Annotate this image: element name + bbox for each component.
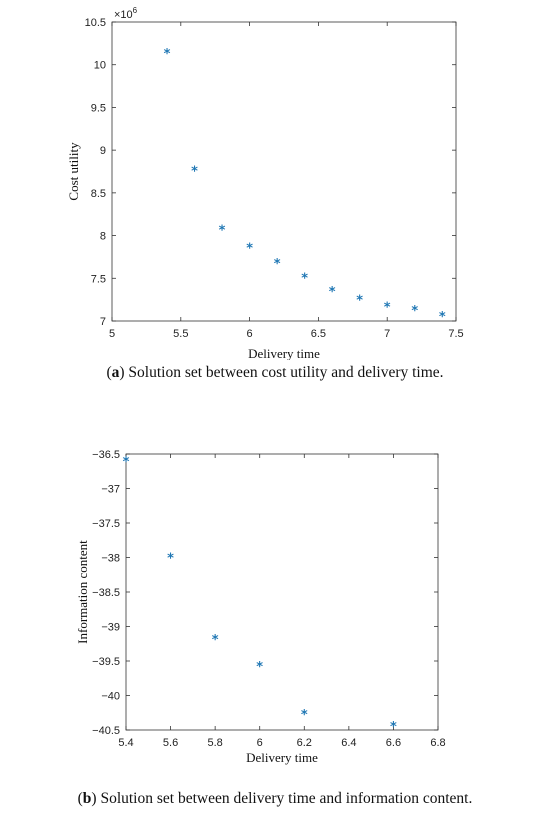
- chart-a-svg: 5 5.5 6 6.5 7 7.5 7 7.5 8 8.5 9 9.5 10 10.5 Delivery t…: [66, 6, 464, 360]
- caption-a-label: a: [111, 364, 120, 381]
- x-tick-label: 5.6: [163, 737, 178, 749]
- y-tick-label: −39.5: [92, 656, 120, 668]
- data-point: *: [167, 552, 174, 567]
- y-tick-label: −36.5: [92, 449, 120, 461]
- y-tick-label: −39: [101, 622, 120, 634]
- data-point: *: [274, 257, 281, 272]
- y-tick-label: −40.5: [92, 725, 120, 737]
- data-point: *: [164, 47, 171, 62]
- x-tick-label: 7: [384, 328, 390, 340]
- y-axis-title: Cost utility: [66, 142, 81, 201]
- data-point: *: [439, 310, 446, 325]
- data-point: *: [301, 271, 308, 286]
- y-tick-label: −37.5: [92, 518, 120, 530]
- data-point: *: [411, 304, 418, 319]
- x-tick-label: 6.5: [311, 328, 326, 340]
- caption-a-text: Solution set between cost utility and de…: [124, 364, 444, 381]
- x-axis-title: Delivery time: [246, 750, 318, 765]
- x-tick-label: 7.5: [448, 328, 463, 340]
- caption-b: (b) Solution set between delivery time a…: [77, 790, 473, 807]
- data-point: *: [301, 708, 308, 723]
- y-tick-label: −38.5: [92, 587, 120, 599]
- chart-a: 5 5.5 6 6.5 7 7.5 7 7.5 8 8.5 9 9.5 10 10.5 Delivery t…: [0, 0, 550, 400]
- data-point: *: [123, 455, 130, 470]
- x-tick-label: 6.6: [386, 737, 401, 749]
- y-tick-label: −40: [101, 691, 120, 703]
- y-tick-label: 9: [100, 145, 106, 157]
- data-point: *: [256, 660, 263, 675]
- y-axis-title: Information content: [75, 540, 90, 644]
- data-point: *: [356, 294, 363, 309]
- data-point: *: [219, 224, 226, 239]
- chart-b: 5.4 5.6 5.8 6 6.2 6.4 6.6 6.8 −36.5 −37 −37.5 −38 −3…: [0, 420, 550, 818]
- y-exponent-label: ×106: [114, 6, 138, 21]
- caption-a: (a) Solution set between cost utility an…: [106, 364, 444, 381]
- data-point: *: [390, 720, 397, 735]
- data-point: *: [212, 633, 219, 648]
- x-tick-label: 6.2: [297, 737, 312, 749]
- x-tick-label: 5.5: [173, 328, 188, 340]
- plot-area: [111, 21, 457, 322]
- y-tick-label: 10: [94, 60, 106, 72]
- x-tick-label: 5.4: [118, 737, 133, 749]
- y-tick-label: 7.5: [91, 273, 106, 285]
- plot-area: [125, 453, 439, 731]
- y-tick-label: 8.5: [91, 188, 106, 200]
- y-tick-label: 10.5: [85, 17, 106, 29]
- data-point: *: [191, 165, 198, 180]
- data-point: *: [384, 300, 391, 315]
- x-tick-label: 6.8: [430, 737, 445, 749]
- data-point: *: [246, 242, 253, 257]
- caption-b-label: b: [82, 790, 92, 807]
- x-tick-label: 6: [257, 737, 263, 749]
- data-point: *: [329, 285, 336, 300]
- x-tick-label: 6: [247, 328, 253, 340]
- x-axis-title: Delivery time: [248, 346, 320, 360]
- y-tick-label: −38: [101, 553, 120, 565]
- x-tick-label: 6.4: [341, 737, 356, 749]
- y-tick-label: 9.5: [91, 102, 106, 114]
- y-tick-label: 8: [100, 231, 106, 243]
- y-tick-label: −37: [101, 484, 120, 496]
- y-tick-label: 7: [100, 316, 106, 328]
- caption-b-text: Solution set between delivery time and i…: [96, 790, 473, 807]
- x-tick-label: 5.8: [207, 737, 222, 749]
- x-tick-label: 5: [109, 328, 115, 340]
- chart-b-svg: 5.4 5.6 5.8 6 6.2 6.4 6.6 6.8 −36.5 −37 −37.5 −38 −3…: [75, 449, 446, 765]
